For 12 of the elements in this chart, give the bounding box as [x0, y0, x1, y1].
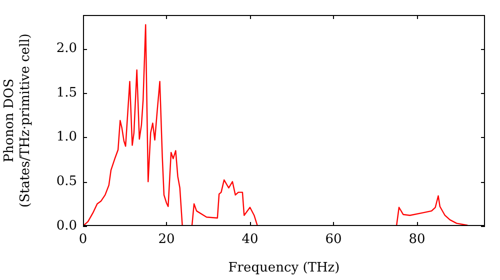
x-tick-label: 60 [325, 232, 342, 248]
y-tick-label: 0.0 [56, 218, 77, 234]
x-tick-label: 80 [408, 232, 426, 248]
x-tick-label: 40 [242, 232, 258, 248]
y-axis-title: Phonon DOS (States/THz·primitive cell) [2, 33, 33, 208]
y-tick-label: 2.0 [56, 41, 77, 56]
x-axis-title: Frequency (THz) [228, 260, 340, 276]
x-tick-label: 20 [158, 232, 175, 248]
y-tick-label: 1.0 [56, 130, 77, 145]
y-tick-label: 1.5 [56, 85, 77, 100]
x-tick-label: 0 [78, 232, 88, 248]
y-tick-label: 0.5 [56, 174, 77, 190]
